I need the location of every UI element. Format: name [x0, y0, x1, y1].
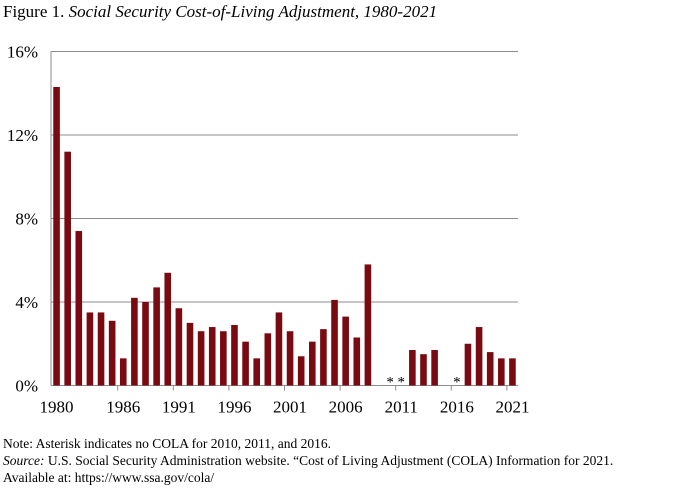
x-tick-label: 2011 [385, 398, 418, 417]
bar-2019 [486, 352, 494, 386]
bar-2021 [509, 358, 516, 386]
x-tick-label: 1986 [106, 398, 140, 417]
bar-1999 [264, 333, 272, 386]
bar-1987 [131, 297, 138, 386]
bar-1997 [242, 341, 249, 386]
bar-1984 [97, 312, 105, 386]
bar-chart: 0%4%8%12%16%1980 1986 1991 1996 2001 2006* *20… [7, 43, 530, 417]
source-body: U.S. Social Security Administration webs… [44, 453, 614, 468]
bar-2002 [297, 356, 305, 386]
bar-1992 [186, 322, 194, 386]
bar-2001 [286, 331, 294, 386]
chart-title: Figure 1. Social Security Cost-of-Living… [3, 2, 437, 22]
y-tick-label: 4% [15, 293, 38, 312]
y-tick-label: 8% [15, 210, 38, 229]
bar-1993 [197, 331, 205, 386]
bar-1986 [119, 358, 127, 386]
bar-2018 [475, 327, 483, 386]
bar-1983 [86, 312, 94, 386]
bar-2013 [420, 354, 427, 386]
bar-1995 [220, 331, 227, 386]
bar-1980 [53, 86, 60, 386]
bar-2000 [275, 312, 283, 386]
bar-1989 [153, 287, 160, 386]
no-cola-asterisk: * [386, 375, 394, 391]
bar-1994 [208, 327, 216, 386]
figure-title: Social Security Cost-of-Living Adjustmen… [68, 2, 438, 21]
x-tick-label: 1996 [217, 398, 251, 417]
x-tick-label: 2006 [329, 398, 363, 417]
note-text: Note: Asterisk indicates no COLA for 201… [3, 436, 331, 451]
bar-2005 [331, 299, 338, 386]
no-cola-asterisk: * [398, 375, 406, 391]
x-tick-label: 2001 [273, 398, 307, 417]
bar-2003 [308, 341, 316, 386]
bar-1990 [164, 272, 172, 386]
bar-1985 [108, 320, 116, 386]
x-tick-label: 1991 [162, 398, 196, 417]
bar-1988 [142, 302, 149, 386]
y-tick-label: 0% [15, 377, 38, 396]
x-tick-label: 1980 [40, 398, 74, 417]
bar-1998 [253, 358, 261, 386]
bar-1982 [75, 231, 83, 386]
bar-2020 [498, 358, 505, 386]
bar-2006 [342, 316, 349, 386]
y-tick-label: 12% [7, 126, 38, 145]
bar-1981 [64, 151, 71, 386]
bar-2012 [409, 350, 416, 386]
x-tick-label: 2021 [495, 398, 529, 417]
bar-2017 [464, 343, 472, 386]
source-text: Source: U.S. Social Security Administrat… [3, 453, 613, 469]
bar-2004 [320, 329, 327, 386]
bar-2008 [364, 264, 372, 386]
available-text: Available at: https://www.ssa.gov/cola/ [3, 470, 215, 485]
x-tick-label: 2016 [440, 398, 474, 417]
figure-number: Figure 1. [3, 2, 65, 21]
no-cola-asterisk: * [453, 375, 461, 391]
source-label: Source: [3, 453, 45, 468]
bar-1991 [175, 308, 183, 386]
y-tick-label: 16% [7, 43, 38, 62]
bar-1996 [231, 324, 238, 386]
bar-2007 [353, 337, 361, 386]
bar-2014 [431, 350, 438, 386]
